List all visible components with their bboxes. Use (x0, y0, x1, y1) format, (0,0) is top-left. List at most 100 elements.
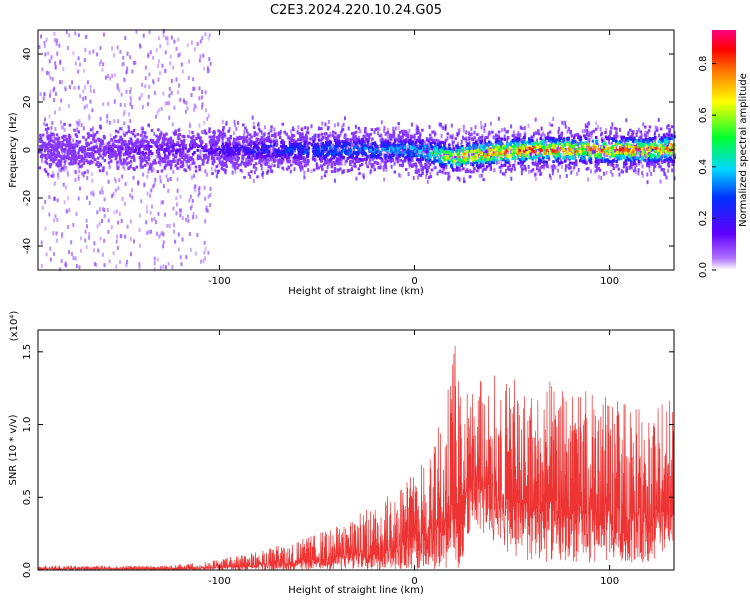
heatmap-cell (181, 134, 184, 138)
heatmap-cell (201, 147, 204, 152)
heatmap-cell (351, 142, 354, 147)
heatmap-cell (206, 172, 209, 177)
heatmap-cell (554, 140, 557, 144)
heatmap-cell (429, 151, 432, 155)
heatmap-cell (444, 125, 447, 130)
heatmap-cell (404, 150, 408, 154)
heatmap-cell (244, 164, 247, 168)
heatmap-cell (138, 262, 141, 267)
heatmap-cell (206, 116, 209, 121)
heatmap-cell (398, 139, 402, 143)
heatmap-cell (232, 155, 236, 159)
heatmap-cell (51, 77, 54, 82)
heatmap-cell (228, 148, 231, 152)
heatmap-cell (406, 137, 409, 142)
heatmap-cell (425, 171, 428, 176)
heatmap-cell (232, 142, 235, 147)
heatmap-cell (514, 136, 517, 140)
heatmap-cell (383, 177, 386, 182)
heatmap-cell (361, 158, 365, 162)
heatmap-cell (282, 145, 285, 149)
heatmap-cell (245, 144, 248, 149)
heatmap-cell (134, 60, 137, 65)
heatmap-cell (306, 137, 309, 142)
heatmap-cell (441, 161, 444, 165)
heatmap-cell (573, 151, 576, 156)
heatmap-cell (547, 148, 551, 152)
heatmap-cell (352, 157, 355, 162)
heatmap-cell (658, 133, 661, 138)
heatmap-cell (438, 122, 441, 127)
heatmap-cell (482, 141, 485, 146)
heatmap-cell (224, 134, 227, 139)
heatmap-cell (47, 155, 51, 159)
heatmap-cell (552, 136, 555, 140)
heatmap-cell (648, 164, 651, 169)
heatmap-cell (44, 147, 47, 151)
heatmap-cell (417, 160, 421, 164)
heatmap-cell (269, 148, 272, 153)
heatmap-cell (130, 130, 133, 134)
heatmap-cell (341, 144, 344, 148)
heatmap-cell (373, 147, 376, 152)
heatmap-cell (534, 177, 537, 182)
heatmap-cell (62, 134, 65, 138)
heatmap-cell (595, 121, 598, 126)
heatmap-cell (204, 108, 207, 113)
heatmap-cell (547, 131, 550, 136)
heatmap-cell (63, 122, 66, 126)
heatmap-cell (152, 55, 155, 60)
heatmap-cell (431, 130, 434, 134)
heatmap-cell (643, 151, 647, 155)
heatmap-cell (107, 179, 110, 184)
heatmap-cell (530, 150, 533, 155)
heatmap-cell (472, 151, 475, 156)
heatmap-cell (603, 151, 606, 156)
heatmap-cell (432, 160, 435, 164)
heatmap-cell (623, 142, 626, 147)
heatmap-cell (117, 186, 120, 191)
heatmap-cell (401, 135, 405, 139)
heatmap-cell (212, 142, 215, 146)
heatmap-cell (609, 148, 612, 152)
heatmap-cell (236, 159, 239, 163)
heatmap-cell (628, 165, 631, 170)
heatmap-cell (269, 140, 273, 144)
heatmap-cell (77, 33, 80, 38)
heatmap-cell (182, 98, 185, 103)
heatmap-cell (595, 139, 599, 143)
heatmap-cell (403, 147, 407, 151)
heatmap-cell (534, 145, 537, 149)
heatmap-cell (138, 146, 141, 150)
heatmap-cell (609, 154, 612, 158)
heatmap-cell (292, 138, 296, 142)
heatmap-cell (116, 148, 120, 152)
heatmap-cell (189, 206, 192, 211)
heatmap-cell (349, 145, 352, 150)
heatmap-cell (45, 37, 48, 42)
heatmap-cell (399, 158, 402, 162)
heatmap-cell (80, 164, 83, 168)
heatmap-cell (206, 66, 209, 71)
heatmap-cell (608, 135, 611, 139)
heatmap-cell (499, 169, 502, 174)
heatmap-cell (609, 130, 612, 134)
heatmap-cell (490, 157, 493, 161)
heatmap-cell (282, 150, 285, 154)
heatmap-cell (561, 144, 565, 148)
heatmap-cell (552, 116, 555, 121)
heatmap-cell (592, 129, 596, 133)
heatmap-cell (190, 175, 193, 180)
heatmap-cell (47, 126, 50, 130)
heatmap-cell (650, 138, 653, 142)
heatmap-cell (204, 143, 208, 147)
heatmap-cell (303, 175, 306, 180)
heatmap-cell (180, 262, 183, 267)
heatmap-cell (573, 164, 576, 169)
heatmap-cell (615, 131, 618, 135)
heatmap-cell (410, 135, 414, 139)
heatmap-cell (659, 141, 663, 145)
heatmap-cell (482, 147, 485, 151)
heatmap-cell (337, 145, 340, 150)
heatmap-cell (209, 186, 212, 191)
